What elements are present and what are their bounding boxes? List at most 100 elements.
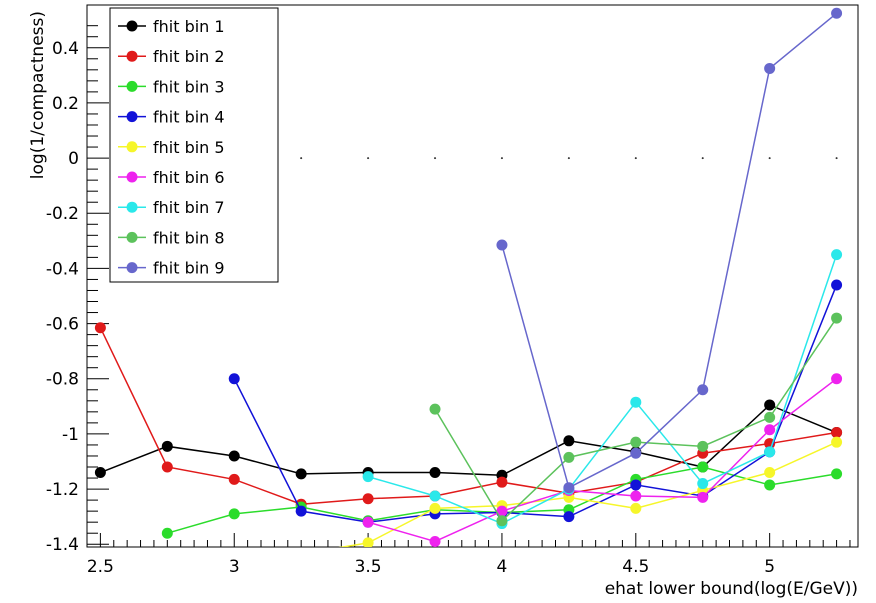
x-axis: 2.5 3 3.5 4 4.5 5 xyxy=(87,533,851,577)
data-point xyxy=(764,411,776,423)
y-tick-label: -0.8 xyxy=(46,370,79,390)
data-point xyxy=(429,535,441,547)
data-point xyxy=(228,473,240,485)
data-point xyxy=(295,468,307,480)
legend-box xyxy=(109,7,279,283)
series-5 xyxy=(296,436,843,559)
zero-dot xyxy=(500,157,503,160)
data-point xyxy=(496,476,508,488)
data-point xyxy=(764,479,776,491)
data-point xyxy=(161,440,173,452)
x-axis-label: ehat lower bound(log(E/GeV)) xyxy=(605,579,858,599)
series-6 xyxy=(362,373,843,547)
legend-swatch-marker xyxy=(126,20,138,32)
data-point xyxy=(630,479,642,491)
series-1 xyxy=(94,399,843,481)
data-point xyxy=(161,527,173,539)
data-point xyxy=(764,424,776,436)
legend-item: fhit bin 2 xyxy=(118,47,225,66)
data-point xyxy=(496,239,508,251)
zero-dot xyxy=(300,157,303,160)
x-tick-label: 2.5 xyxy=(87,557,114,577)
data-point xyxy=(362,471,374,483)
legend-label: fhit bin 5 xyxy=(153,138,225,157)
series-line xyxy=(99,327,837,506)
legend-label: fhit bin 6 xyxy=(153,168,225,187)
data-point xyxy=(429,467,441,479)
data-point xyxy=(831,312,843,324)
legend-item: fhit bin 5 xyxy=(118,138,225,157)
y-tick-label: -0.6 xyxy=(46,315,79,335)
series-line xyxy=(233,284,838,523)
legend-item: fhit bin 8 xyxy=(118,228,225,247)
data-point xyxy=(496,505,508,517)
legend-swatch-marker xyxy=(126,262,138,274)
data-point xyxy=(764,467,776,479)
data-point xyxy=(764,62,776,74)
legend-swatch-marker xyxy=(126,231,138,243)
x-tick-label: 4.5 xyxy=(622,557,649,577)
y-axis: -1.4 -1.2 -1 -0.8 -0.6 -0.4 -0.2 0 0.2 0.4 xyxy=(46,25,109,555)
data-point xyxy=(429,502,441,514)
series-4 xyxy=(228,279,843,528)
y-tick-label: -0.2 xyxy=(46,204,79,224)
x-tick-label: 4 xyxy=(497,557,508,577)
data-point xyxy=(496,515,508,527)
data-point xyxy=(161,461,173,473)
legend-item: fhit bin 7 xyxy=(118,198,225,217)
series-2 xyxy=(94,322,843,510)
plot-frame xyxy=(86,4,859,548)
y-tick-label: -1.2 xyxy=(46,480,79,500)
zero-dot xyxy=(634,157,637,160)
data-point xyxy=(831,436,843,448)
data-point xyxy=(831,427,843,439)
data-point xyxy=(228,373,240,385)
zero-dot xyxy=(434,157,437,160)
data-point xyxy=(296,548,307,559)
series-line xyxy=(501,12,838,489)
data-point xyxy=(429,403,441,415)
legend-swatch-marker xyxy=(126,141,138,153)
data-point xyxy=(94,322,106,334)
series-line xyxy=(367,254,838,525)
legend-item: fhit bin 3 xyxy=(118,77,225,96)
x-tick-label: 5 xyxy=(764,557,775,577)
legend-swatch-marker xyxy=(126,201,138,213)
data-point xyxy=(563,482,575,494)
legend-label: fhit bin 8 xyxy=(153,228,225,247)
legend-swatch-marker xyxy=(126,111,138,123)
data-point xyxy=(630,502,642,514)
data-point xyxy=(295,505,307,517)
data-point xyxy=(362,516,374,528)
y-tick-label: 0 xyxy=(68,149,79,169)
data-point xyxy=(228,450,240,462)
legend-label: fhit bin 4 xyxy=(153,108,225,127)
data-point xyxy=(697,491,709,503)
data-point xyxy=(630,396,642,408)
zero-dot xyxy=(835,157,838,160)
data-point xyxy=(697,461,709,473)
data-point xyxy=(630,436,642,448)
data-point xyxy=(697,384,709,396)
data-point xyxy=(831,7,843,19)
legend-swatch-marker xyxy=(126,171,138,183)
legend-swatch-marker xyxy=(126,80,138,92)
data-point xyxy=(362,493,374,505)
series-9 xyxy=(496,7,843,494)
series-line xyxy=(100,404,837,477)
legend: fhit bin 1 fhit bin 2 fhit bin 3 fhit bin 4… xyxy=(109,7,279,283)
zero-dot xyxy=(367,157,370,160)
x-tick-label: 3.5 xyxy=(355,557,382,577)
y-axis-label: log(1/compactness) xyxy=(28,11,48,179)
legend-item: fhit bin 9 xyxy=(118,259,225,278)
y-tick-label: 0.4 xyxy=(52,39,79,59)
zero-dot xyxy=(701,157,704,160)
data-point xyxy=(831,249,843,261)
legend-item: fhit bin 6 xyxy=(118,168,225,187)
data-point xyxy=(630,490,642,502)
data-point xyxy=(228,508,240,520)
data-point xyxy=(697,478,709,490)
data-point xyxy=(630,447,642,459)
data-point xyxy=(764,399,776,411)
